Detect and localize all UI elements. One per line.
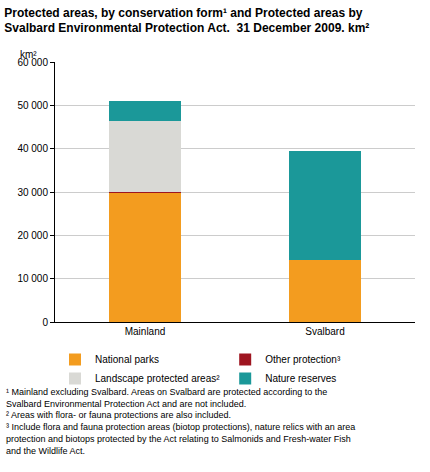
svg-text:Other protection³: Other protection³ <box>265 354 341 365</box>
svg-text:30 000: 30 000 <box>17 187 48 198</box>
svg-text:60 000: 60 000 <box>17 57 48 68</box>
svg-text:Protected areas, by conservati: Protected areas, by conservation form¹ a… <box>4 6 369 36</box>
svg-text:40 000: 40 000 <box>17 143 48 154</box>
svg-text:Landscape protected areas²: Landscape protected areas² <box>95 373 220 384</box>
svg-text:National parks: National parks <box>95 354 159 365</box>
svg-text:¹ Mainland excluding Svalbard.: ¹ Mainland excluding Svalbard. Areas on … <box>6 387 355 456</box>
svg-text:Nature reserves: Nature reserves <box>265 373 336 384</box>
svg-text:0: 0 <box>42 317 48 328</box>
svg-text:Svalbard: Svalbard <box>305 326 344 337</box>
svg-text:Mainland: Mainland <box>125 326 166 337</box>
svg-text:50 000: 50 000 <box>17 100 48 111</box>
svg-text:10 000: 10 000 <box>17 273 48 284</box>
svg-text:km²: km² <box>20 49 37 60</box>
svg-text:20 000: 20 000 <box>17 230 48 241</box>
